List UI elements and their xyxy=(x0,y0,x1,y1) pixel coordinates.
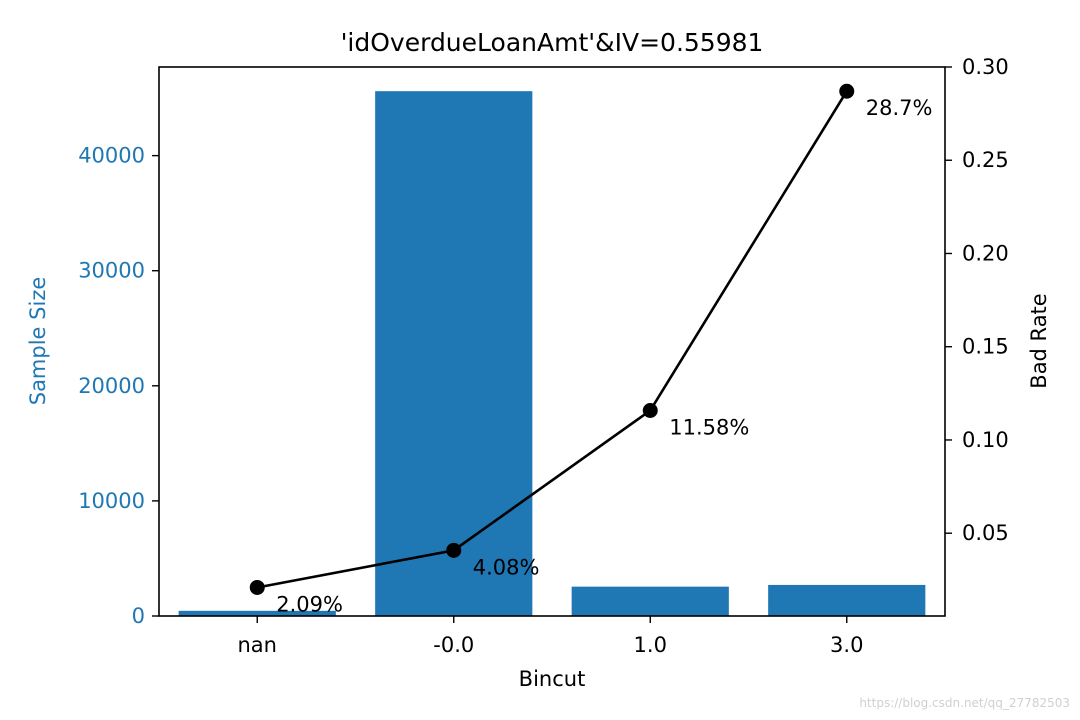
y-left-tick-label-3: 30000 xyxy=(78,259,145,283)
x-tick-label-3: 3.0 xyxy=(830,633,863,657)
bars-group xyxy=(178,91,926,617)
y-axis-left-label: Sample Size xyxy=(26,277,50,406)
y-axis-right-label: Bad Rate xyxy=(1027,293,1051,388)
x-tick-label-1: -0.0 xyxy=(433,633,474,657)
y-right-tick-label-0: 0.05 xyxy=(962,521,1009,545)
watermark: https://blog.csdn.net/qq_27782503 xyxy=(859,696,1070,710)
bar-3 xyxy=(768,584,926,616)
bar-2 xyxy=(571,586,729,616)
bad-rate-label-2: 11.58% xyxy=(669,415,749,439)
bad-rate-point-2 xyxy=(642,402,658,418)
bad-rate-line xyxy=(257,90,848,589)
y-left-tick-label-0: 0 xyxy=(132,604,145,628)
bad-rate-point-3 xyxy=(839,83,855,99)
bad-rate-point-0 xyxy=(249,579,265,595)
x-tick-label-2: 1.0 xyxy=(634,633,667,657)
y-left-tick-label-4: 40000 xyxy=(78,144,145,168)
bar-1 xyxy=(375,91,533,617)
y-right-tick-label-1: 0.10 xyxy=(962,428,1009,452)
chart-title: 'idOverdueLoanAmt'&IV=0.55981 xyxy=(341,28,764,57)
y-right-tick-label-4: 0.25 xyxy=(962,148,1009,172)
bad-rate-label-3: 28.7% xyxy=(866,96,933,120)
y-left-tick-label-1: 10000 xyxy=(78,489,145,513)
bad-rate-label-0: 2.09% xyxy=(276,592,343,616)
x-tick-label-0: nan xyxy=(238,633,278,657)
y-axis-left: 0 10000 20000 30000 40000 xyxy=(78,144,159,628)
y-right-tick-label-5: 0.30 xyxy=(962,55,1009,79)
plot-frame xyxy=(158,66,946,617)
y-axis-right: 0.05 0.10 0.15 0.20 0.25 0.30 xyxy=(945,55,1009,545)
y-left-tick-label-2: 20000 xyxy=(78,374,145,398)
bad-rate-label-1: 4.08% xyxy=(473,555,540,579)
y-right-tick-label-3: 0.20 xyxy=(962,241,1009,265)
x-axis-label: Bincut xyxy=(519,667,586,691)
x-axis: nan -0.0 1.0 3.0 xyxy=(238,616,863,657)
bar-0 xyxy=(178,610,336,616)
bad-rate-point-1 xyxy=(446,542,462,558)
line-group: 2.09% 4.08% 11.58% 28.7% xyxy=(249,83,933,616)
y-right-tick-label-2: 0.15 xyxy=(962,335,1009,359)
